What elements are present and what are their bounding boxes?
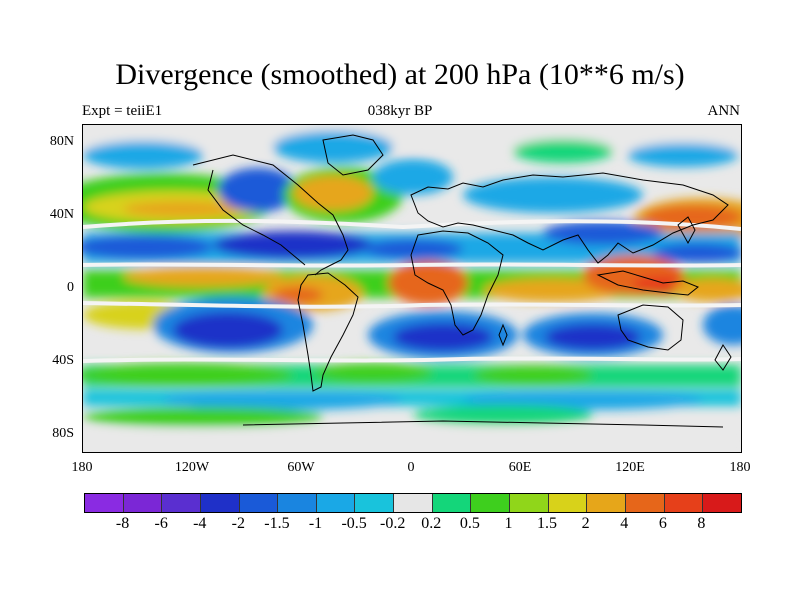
colorbar-box — [239, 494, 279, 512]
colorbar-label: -0.5 — [341, 515, 367, 532]
colorbar-label: 0.2 — [421, 515, 442, 532]
colorbar-box — [162, 494, 201, 512]
plot-title: Divergence (smoothed) at 200 hPa (10**6 … — [115, 58, 685, 91]
colorbar-box — [548, 494, 588, 512]
colorbar-box — [85, 494, 124, 512]
x-tick-60w: 60W — [287, 460, 315, 475]
colorbar-box — [703, 494, 741, 512]
experiment-label: Expt = teiiE1 — [82, 103, 163, 119]
colorbar-box — [316, 494, 356, 512]
x-tick-60e: 60E — [508, 460, 532, 475]
colorbar-label: -8 — [115, 515, 130, 532]
colorbar-label: 0.5 — [459, 515, 480, 532]
y-tick-40n: 40N — [49, 207, 74, 222]
colorbar-label: 2 — [581, 515, 590, 532]
colorbar-label: -6 — [154, 515, 168, 532]
time-label: 038kyr BP — [367, 103, 433, 119]
season-label: ANN — [707, 103, 741, 119]
colorbar-box — [200, 494, 240, 512]
colorbar-label: 1 — [504, 515, 513, 532]
colorbar — [84, 493, 742, 513]
colorbar-box — [625, 494, 665, 512]
colorbar-box — [664, 494, 704, 512]
field-patches — [83, 125, 741, 452]
y-tick-40s: 40S — [52, 353, 74, 368]
colorbar-label: 4 — [620, 515, 629, 532]
colorbar-box — [394, 494, 433, 512]
colorbar-label: -1 — [308, 515, 323, 532]
y-tick-80s: 80S — [52, 426, 74, 441]
colorbar-label: -4 — [193, 515, 207, 532]
colorbar-box — [432, 494, 472, 512]
colorbar-label: 8 — [697, 515, 706, 532]
coastlines — [192, 134, 732, 428]
colorbar-box — [471, 494, 511, 512]
colorbar-box — [510, 494, 549, 512]
y-tick-0: 0 — [67, 280, 74, 295]
colorbar-box — [123, 494, 163, 512]
colorbar-label: -0.2 — [380, 515, 406, 532]
colorbar-label: 6 — [658, 515, 667, 532]
x-tick-120w: 120W — [174, 460, 210, 475]
x-tick-180w: 180 — [71, 460, 93, 475]
colorbar-box — [587, 494, 626, 512]
colorbar-label: -2 — [231, 515, 245, 532]
colorbar-box — [355, 494, 395, 512]
map-field — [83, 125, 741, 452]
y-tick-80n: 80N — [49, 134, 74, 149]
x-tick-0: 0 — [407, 460, 415, 475]
colorbar-label: -1.5 — [264, 515, 290, 532]
divergence-map — [82, 124, 742, 453]
x-tick-180e: 180 — [729, 460, 751, 475]
x-tick-120e: 120E — [615, 460, 645, 475]
colorbar-box — [278, 494, 317, 512]
colorbar-label: 1.5 — [537, 515, 558, 532]
